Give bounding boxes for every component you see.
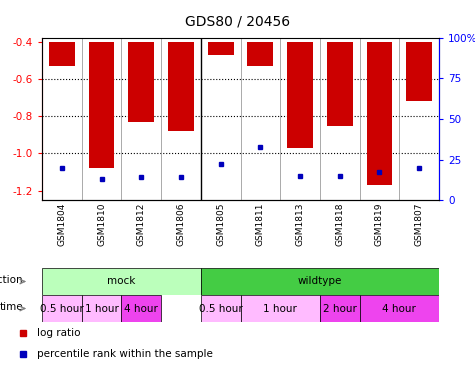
Bar bbox=[367, 42, 392, 185]
Bar bbox=[406, 42, 432, 101]
Bar bbox=[168, 42, 194, 131]
Bar bbox=[320, 295, 360, 322]
Bar bbox=[42, 268, 201, 295]
Text: 4 hour: 4 hour bbox=[124, 303, 158, 314]
Bar bbox=[82, 295, 122, 322]
Text: log ratio: log ratio bbox=[37, 328, 80, 338]
Bar bbox=[122, 295, 161, 322]
Bar bbox=[287, 42, 313, 148]
Bar bbox=[327, 42, 352, 126]
Text: infection: infection bbox=[0, 275, 23, 285]
Bar bbox=[247, 42, 273, 66]
Bar bbox=[201, 268, 439, 295]
Text: mock: mock bbox=[107, 276, 135, 287]
Text: GDS80 / 20456: GDS80 / 20456 bbox=[185, 15, 290, 29]
Text: time: time bbox=[0, 302, 23, 312]
Bar bbox=[128, 42, 154, 122]
Bar bbox=[201, 295, 240, 322]
Text: 0.5 hour: 0.5 hour bbox=[40, 303, 84, 314]
Bar bbox=[42, 295, 82, 322]
Bar bbox=[49, 42, 75, 66]
Bar bbox=[89, 42, 114, 168]
Text: 4 hour: 4 hour bbox=[382, 303, 416, 314]
Text: wildtype: wildtype bbox=[298, 276, 342, 287]
Bar bbox=[240, 295, 320, 322]
Text: 1 hour: 1 hour bbox=[263, 303, 297, 314]
Text: 2 hour: 2 hour bbox=[323, 303, 357, 314]
Text: 1 hour: 1 hour bbox=[85, 303, 118, 314]
Bar bbox=[208, 42, 234, 55]
Text: 0.5 hour: 0.5 hour bbox=[199, 303, 243, 314]
Text: percentile rank within the sample: percentile rank within the sample bbox=[37, 348, 213, 359]
Bar bbox=[360, 295, 439, 322]
